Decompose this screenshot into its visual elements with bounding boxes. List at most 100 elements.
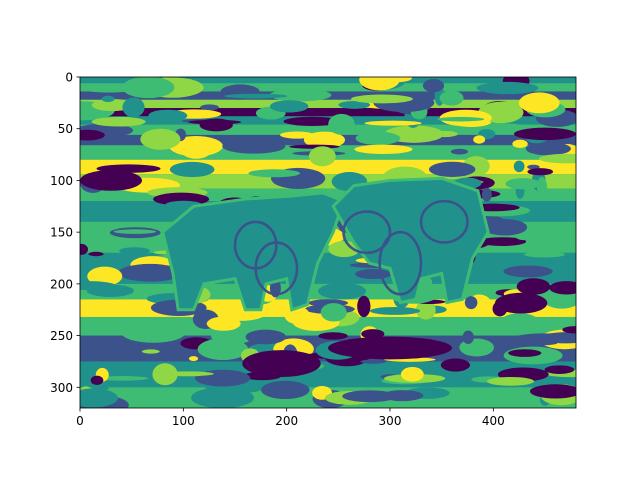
image-region [529, 384, 576, 399]
y-tick-label: 250 [50, 329, 73, 343]
image-region [373, 77, 412, 83]
image-region [505, 178, 541, 190]
y-axis: 0 50 100 150 200 250 300 [50, 71, 80, 395]
image-region [320, 303, 347, 322]
image-region [562, 326, 576, 334]
image-region [473, 135, 486, 144]
image-region [245, 329, 286, 345]
image-region [121, 77, 175, 99]
image-region [328, 336, 452, 360]
image-region [355, 269, 392, 280]
image-region [544, 365, 575, 374]
image-region [200, 104, 219, 111]
x-tick-label: 400 [482, 414, 505, 428]
image-region [91, 116, 146, 127]
image-region [222, 138, 286, 154]
image-region [80, 231, 100, 237]
x-tick-label: 100 [172, 414, 195, 428]
image-region [80, 77, 576, 84]
image-region [80, 170, 142, 191]
image-region [513, 160, 525, 173]
x-tick-label: 0 [76, 414, 84, 428]
image-region [342, 210, 392, 255]
y-tick-label: 200 [50, 277, 73, 291]
image-region [400, 366, 424, 382]
image-region [242, 350, 321, 377]
image-region [119, 247, 151, 255]
image-region [338, 100, 371, 109]
image-region [199, 118, 233, 132]
image-region [87, 266, 123, 286]
y-tick-label: 100 [50, 174, 73, 188]
image-region [360, 359, 387, 364]
image-region [422, 79, 445, 93]
image-region [543, 291, 576, 309]
image-region [303, 131, 346, 149]
image-region [148, 109, 188, 122]
image-region [462, 330, 474, 345]
image-region [80, 280, 116, 291]
image-region [141, 349, 160, 354]
image-region [169, 161, 215, 178]
image-region [118, 263, 183, 282]
image-region [101, 95, 115, 103]
image-region [549, 281, 576, 295]
image-region [524, 251, 566, 258]
heatmap-image [80, 77, 576, 408]
image-region [188, 356, 199, 362]
image-region [513, 333, 575, 344]
image-region [80, 83, 576, 92]
image-region [269, 100, 309, 113]
image-region [527, 164, 540, 170]
image-region [308, 146, 336, 167]
image-region [80, 388, 118, 408]
image-region [361, 329, 385, 339]
image-region [432, 130, 458, 138]
image-region [283, 116, 341, 127]
image-region [415, 300, 436, 320]
image-region [181, 143, 211, 159]
image-region [514, 127, 576, 141]
image-region [482, 218, 528, 236]
image-region [508, 349, 542, 357]
image-region [269, 88, 332, 102]
image-region [369, 306, 421, 315]
image-region [518, 92, 560, 114]
image-region [499, 313, 540, 332]
y-tick-label: 300 [50, 381, 73, 395]
image-region [289, 144, 340, 149]
image-region [486, 376, 535, 386]
image-region [224, 93, 288, 99]
image-region [261, 380, 310, 400]
image-region [174, 391, 194, 407]
image-region [428, 161, 476, 177]
image-region [354, 144, 413, 155]
image-region [464, 296, 478, 310]
image-region [80, 99, 576, 109]
image-region [527, 168, 554, 176]
axes-frame [79, 76, 577, 409]
image-region [328, 240, 361, 258]
image-region [440, 358, 471, 372]
image-region [197, 338, 249, 361]
image-region [476, 81, 539, 95]
y-tick-label: 50 [58, 122, 73, 136]
image-region [160, 371, 214, 377]
image-region [318, 282, 367, 300]
image-region [378, 230, 423, 296]
image-region [357, 295, 371, 318]
image-region [512, 139, 528, 148]
image-region [80, 129, 105, 141]
image-region [80, 124, 576, 135]
image-region [96, 376, 149, 381]
image-region [364, 120, 422, 126]
image-region [318, 332, 348, 340]
image-region [478, 237, 527, 246]
image-region [191, 387, 254, 408]
image-region [355, 131, 401, 145]
image-region [206, 316, 241, 331]
image-region [439, 90, 464, 106]
x-tick-label: 200 [275, 414, 298, 428]
image-region [113, 229, 157, 234]
